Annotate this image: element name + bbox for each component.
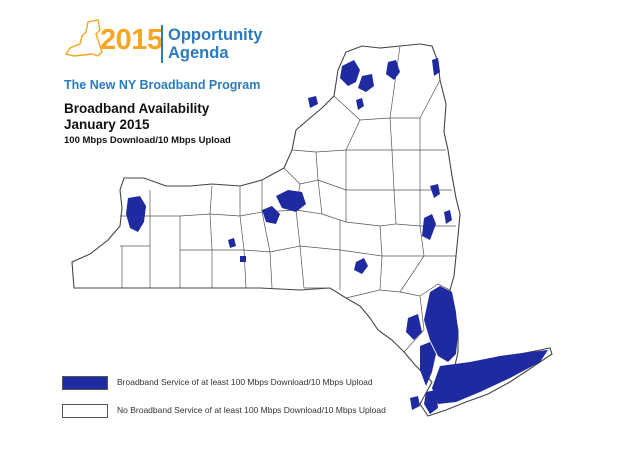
map-subtitle: 100 Mbps Download/10 Mbps Upload: [64, 135, 231, 146]
logo-name-line2: Agenda: [168, 44, 229, 62]
map-title-line1: Broadband Availability: [64, 101, 210, 116]
logo-name: Opportunity Agenda: [168, 26, 262, 62]
legend-label-coverage: Broadband Service of at least 100 Mbps D…: [117, 377, 373, 387]
program-title: The New NY Broadband Program: [64, 78, 261, 92]
logo-state-icon: [64, 19, 103, 57]
logo-year: 2015: [100, 24, 163, 56]
broadband-coverage-areas: [126, 58, 548, 414]
logo-divider: [161, 25, 163, 63]
legend-label-no-coverage: No Broadband Service of at least 100 Mbp…: [117, 405, 386, 415]
county-boundaries: [120, 45, 456, 353]
legend-swatch-no-coverage: [62, 404, 108, 418]
map-title-line2: January 2015: [64, 117, 150, 132]
legend-swatch-coverage: [62, 376, 108, 390]
map-title: Broadband Availability January 2015: [64, 101, 209, 133]
logo-name-line1: Opportunity: [168, 26, 263, 44]
